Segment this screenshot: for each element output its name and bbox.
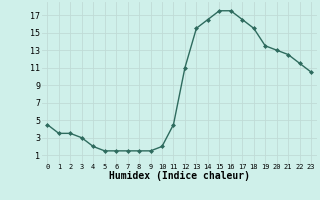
X-axis label: Humidex (Indice chaleur): Humidex (Indice chaleur) bbox=[109, 171, 250, 181]
